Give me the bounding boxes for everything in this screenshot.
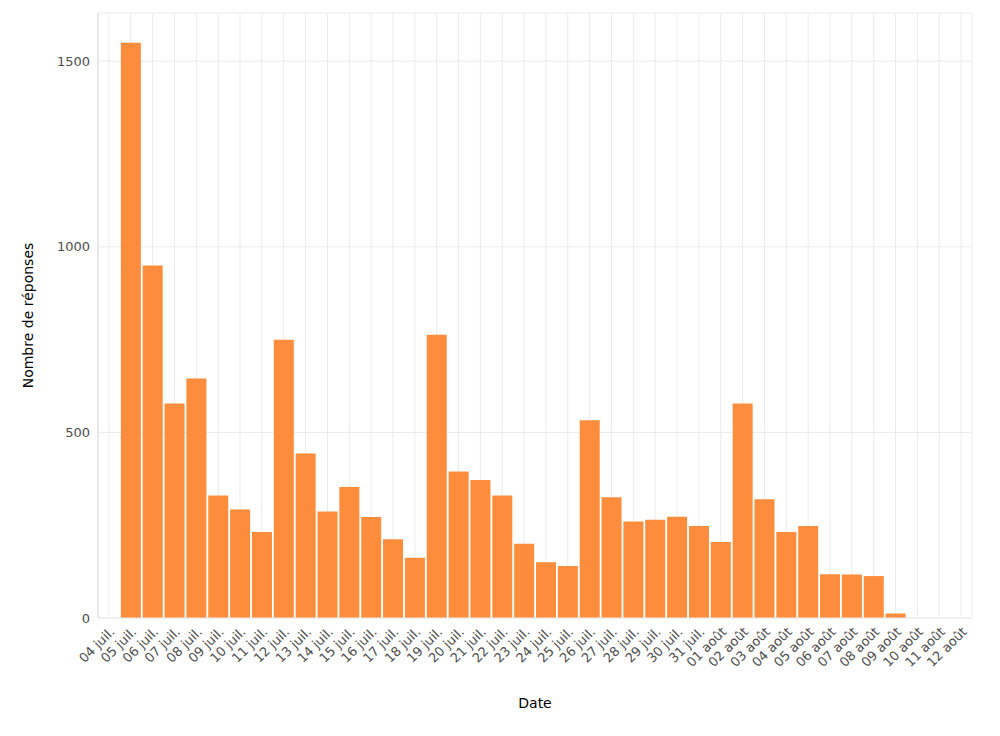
svg-text:09 août: 09 août: [858, 624, 905, 670]
svg-text:11 juil.: 11 juil.: [228, 624, 271, 666]
svg-text:28 juil.: 28 juil.: [600, 624, 642, 666]
svg-text:31 juil.: 31 juil.: [665, 624, 708, 666]
svg-text:06 août: 06 août: [792, 624, 839, 670]
svg-text:Nombre de réponses: Nombre de réponses: [20, 243, 36, 389]
svg-text:03 août: 03 août: [727, 624, 774, 670]
svg-text:04 juil.: 04 juil.: [75, 624, 118, 666]
svg-text:17 juil.: 17 juil.: [360, 624, 402, 666]
svg-text:21 juil.: 21 juil.: [447, 624, 489, 666]
svg-text:01 août: 01 août: [683, 624, 730, 670]
svg-text:Date: Date: [518, 695, 551, 711]
svg-text:02 août: 02 août: [705, 624, 752, 670]
svg-text:05 août: 05 août: [770, 624, 817, 670]
svg-text:12 août: 12 août: [924, 624, 970, 670]
svg-text:11 août: 11 août: [902, 624, 948, 670]
svg-text:25 juil.: 25 juil.: [534, 624, 577, 666]
svg-text:15 juil.: 15 juil.: [316, 624, 358, 666]
svg-text:16 juil.: 16 juil.: [338, 624, 380, 666]
svg-text:10 août: 10 août: [880, 624, 926, 670]
svg-text:09 juil.: 09 juil.: [185, 624, 227, 666]
svg-text:07 août: 07 août: [814, 624, 861, 670]
svg-text:18 juil.: 18 juil.: [381, 624, 424, 666]
svg-text:22 juil.: 22 juil.: [469, 624, 511, 666]
svg-text:12 juil.: 12 juil.: [250, 624, 293, 666]
svg-text:23 juil.: 23 juil.: [491, 624, 533, 666]
svg-text:26 juil.: 26 juil.: [556, 624, 599, 666]
svg-text:1500: 1500: [57, 54, 90, 69]
svg-text:1000: 1000: [57, 239, 90, 254]
svg-text:13 juil.: 13 juil.: [272, 624, 315, 666]
svg-text:30 juil.: 30 juil.: [644, 624, 686, 666]
svg-text:19 juil.: 19 juil.: [403, 624, 446, 666]
svg-text:06 juil.: 06 juil.: [119, 624, 162, 666]
svg-text:0: 0: [82, 611, 90, 626]
svg-text:07 juil.: 07 juil.: [141, 624, 184, 666]
svg-text:04 août: 04 août: [749, 624, 795, 670]
svg-text:08 août: 08 août: [836, 624, 883, 670]
svg-text:27 juil.: 27 juil.: [578, 624, 621, 666]
svg-text:500: 500: [65, 425, 90, 440]
svg-text:29 juil.: 29 juil.: [622, 624, 664, 666]
svg-text:14 juil.: 14 juil.: [294, 624, 337, 666]
svg-text:24 juil.: 24 juil.: [512, 624, 555, 666]
svg-text:10 juil.: 10 juil.: [207, 624, 249, 666]
svg-text:20 juil.: 20 juil.: [425, 624, 468, 666]
svg-text:08 juil.: 08 juil.: [163, 624, 205, 666]
svg-text:05 juil.: 05 juil.: [97, 624, 140, 666]
